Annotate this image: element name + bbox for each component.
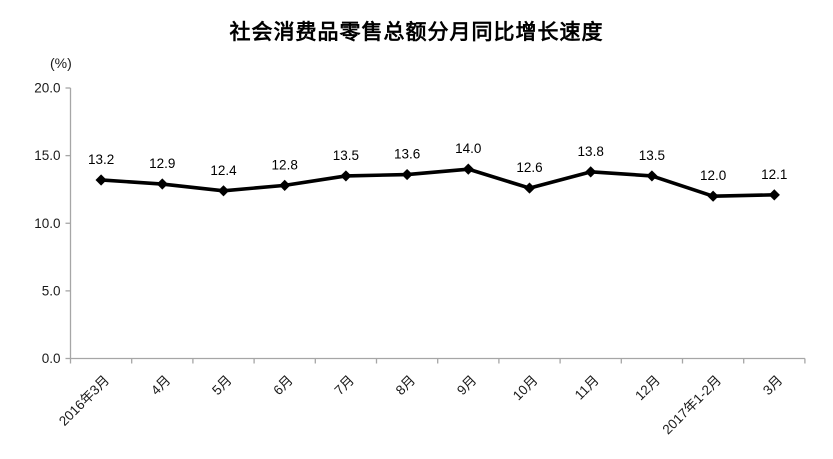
data-point-label: 12.6 xyxy=(516,160,542,175)
data-point-label: 13.5 xyxy=(333,148,359,163)
data-point-marker xyxy=(340,170,352,182)
data-point-label: 13.8 xyxy=(578,144,604,159)
x-axis-category-label: 10月 xyxy=(510,373,541,404)
data-point-label: 12.8 xyxy=(272,157,298,172)
data-point-label: 12.1 xyxy=(761,167,787,182)
x-axis-category-label: 7月 xyxy=(332,373,357,398)
chart-title: 社会消费品零售总额分月同比增长速度 xyxy=(229,19,604,44)
x-axis-category-label: 12月 xyxy=(632,373,663,404)
data-point-marker xyxy=(585,166,597,178)
data-point-marker xyxy=(768,189,780,201)
y-axis-tick-label: 0.0 xyxy=(42,351,61,366)
y-axis-unit-label: (%) xyxy=(50,55,72,71)
data-point-label: 12.4 xyxy=(210,163,237,178)
data-point-marker xyxy=(462,163,474,175)
x-axis-category-label: 11月 xyxy=(572,373,602,403)
data-point-label: 14.0 xyxy=(455,141,481,156)
data-point-marker xyxy=(646,170,658,182)
data-point-marker xyxy=(95,174,107,186)
data-point-marker xyxy=(217,185,230,197)
y-axis-tick-label: 20.0 xyxy=(34,81,60,96)
data-point-marker xyxy=(156,178,168,190)
x-axis-category-label: 4月 xyxy=(148,373,173,398)
x-axis-category-label: 6月 xyxy=(270,373,295,398)
x-axis-category-label: 2016年3月 xyxy=(56,373,112,429)
x-axis-category-label: 5月 xyxy=(209,373,234,398)
data-point-label: 13.6 xyxy=(394,147,420,162)
data-point-label: 12.0 xyxy=(700,168,726,183)
data-point-marker xyxy=(523,182,536,194)
x-axis-category-label: 3月 xyxy=(760,373,785,398)
data-point-label: 12.9 xyxy=(149,156,175,171)
y-axis-tick-label: 15.0 xyxy=(34,148,60,163)
x-axis-category-label: 9月 xyxy=(454,373,479,398)
data-point-label: 13.5 xyxy=(639,148,665,163)
data-point-marker xyxy=(707,190,719,202)
data-point-marker xyxy=(279,179,291,191)
x-axis-category-label: 8月 xyxy=(393,373,418,398)
data-point-marker xyxy=(401,168,413,181)
data-point-label: 13.2 xyxy=(88,152,114,167)
y-axis-tick-label: 10.0 xyxy=(34,216,60,231)
x-axis-category-label: 2017年1-2月 xyxy=(659,373,724,438)
data-line-series xyxy=(100,167,775,198)
y-axis-tick-label: 5.0 xyxy=(42,283,61,298)
